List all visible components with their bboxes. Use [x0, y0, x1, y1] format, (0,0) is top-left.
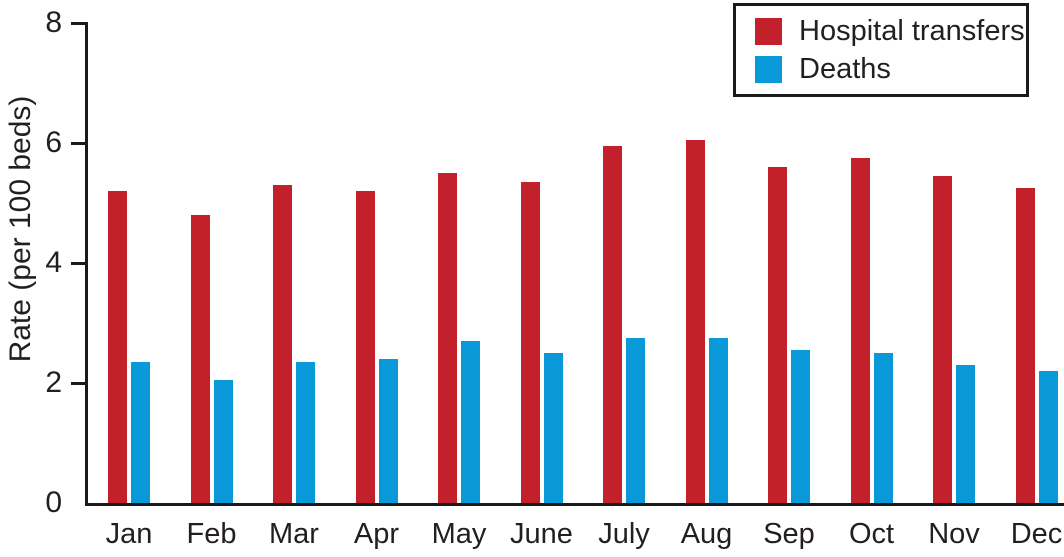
bar-deaths-feb [213, 380, 233, 503]
legend-item-deaths: Deaths [755, 50, 1016, 88]
bar-deaths-mar [296, 362, 315, 503]
bar-hospital-transfers-oct [850, 158, 870, 503]
bar-hospital-transfers-mar [273, 185, 292, 503]
bar-hospital-transfers-july [603, 146, 622, 503]
x-tick-label-sep: Sep [763, 518, 815, 550]
x-tick-label-nov: Nov [928, 518, 980, 550]
y-tick-8 [71, 22, 85, 25]
y-tick-label-2: 2 [45, 366, 62, 399]
bar-deaths-may [461, 341, 480, 503]
bar-hospital-transfers-june [520, 182, 540, 503]
plot-area [85, 22, 1064, 506]
bar-deaths-june [543, 353, 563, 503]
bar-deaths-dec [1038, 371, 1058, 503]
bar-deaths-oct [873, 353, 893, 503]
bar-deaths-nov [956, 365, 975, 503]
x-tick-label-oct: Oct [848, 518, 895, 550]
x-tick-label-apr: Apr [353, 518, 400, 550]
y-tick-label-8: 8 [45, 6, 62, 39]
x-tick-label-june: June [510, 518, 573, 550]
y-tick-label-0: 0 [45, 486, 62, 519]
y-tick-2 [71, 382, 85, 385]
bar-deaths-sep [791, 350, 810, 503]
y-tick-4 [71, 262, 85, 265]
x-tick-label-feb: Feb [186, 518, 237, 550]
bar-hospital-transfers-may [438, 173, 457, 503]
bar-hospital-transfers-apr [355, 191, 375, 503]
bar-deaths-jan [131, 362, 150, 503]
bar-hospital-transfers-sep [768, 167, 787, 503]
x-tick-label-jan: Jan [105, 518, 153, 550]
x-tick-label-dec: Dec [1010, 518, 1063, 550]
x-tick-label-may: May [431, 518, 487, 550]
bar-deaths-july [626, 338, 645, 503]
x-tick-label-aug: Aug [680, 518, 733, 550]
bar-hospital-transfers-dec [1015, 188, 1035, 503]
bar-hospital-transfers-nov [933, 176, 952, 503]
legend-item-hospital-transfers: Hospital transfers [755, 12, 1025, 50]
x-tick-label-july: July [598, 518, 650, 550]
legend-swatch-hospital-transfers [755, 17, 782, 45]
x-tick-label-mar: Mar [269, 518, 319, 550]
bar-deaths-aug [708, 338, 728, 503]
bar-hospital-transfers-aug [685, 140, 705, 503]
legend: Hospital transfers Deaths [733, 3, 1029, 97]
legend-label-hospital-transfers: Hospital transfers [799, 14, 1025, 47]
y-tick-6 [71, 142, 85, 145]
y-tick-label-6: 6 [45, 126, 62, 159]
bar-hospital-transfers-feb [190, 215, 210, 503]
legend-swatch-deaths [755, 55, 782, 83]
bar-deaths-apr [378, 359, 398, 503]
y-tick-label-4: 4 [45, 246, 62, 279]
legend-label-deaths: Deaths [799, 52, 891, 85]
bar-hospital-transfers-jan [108, 191, 127, 503]
